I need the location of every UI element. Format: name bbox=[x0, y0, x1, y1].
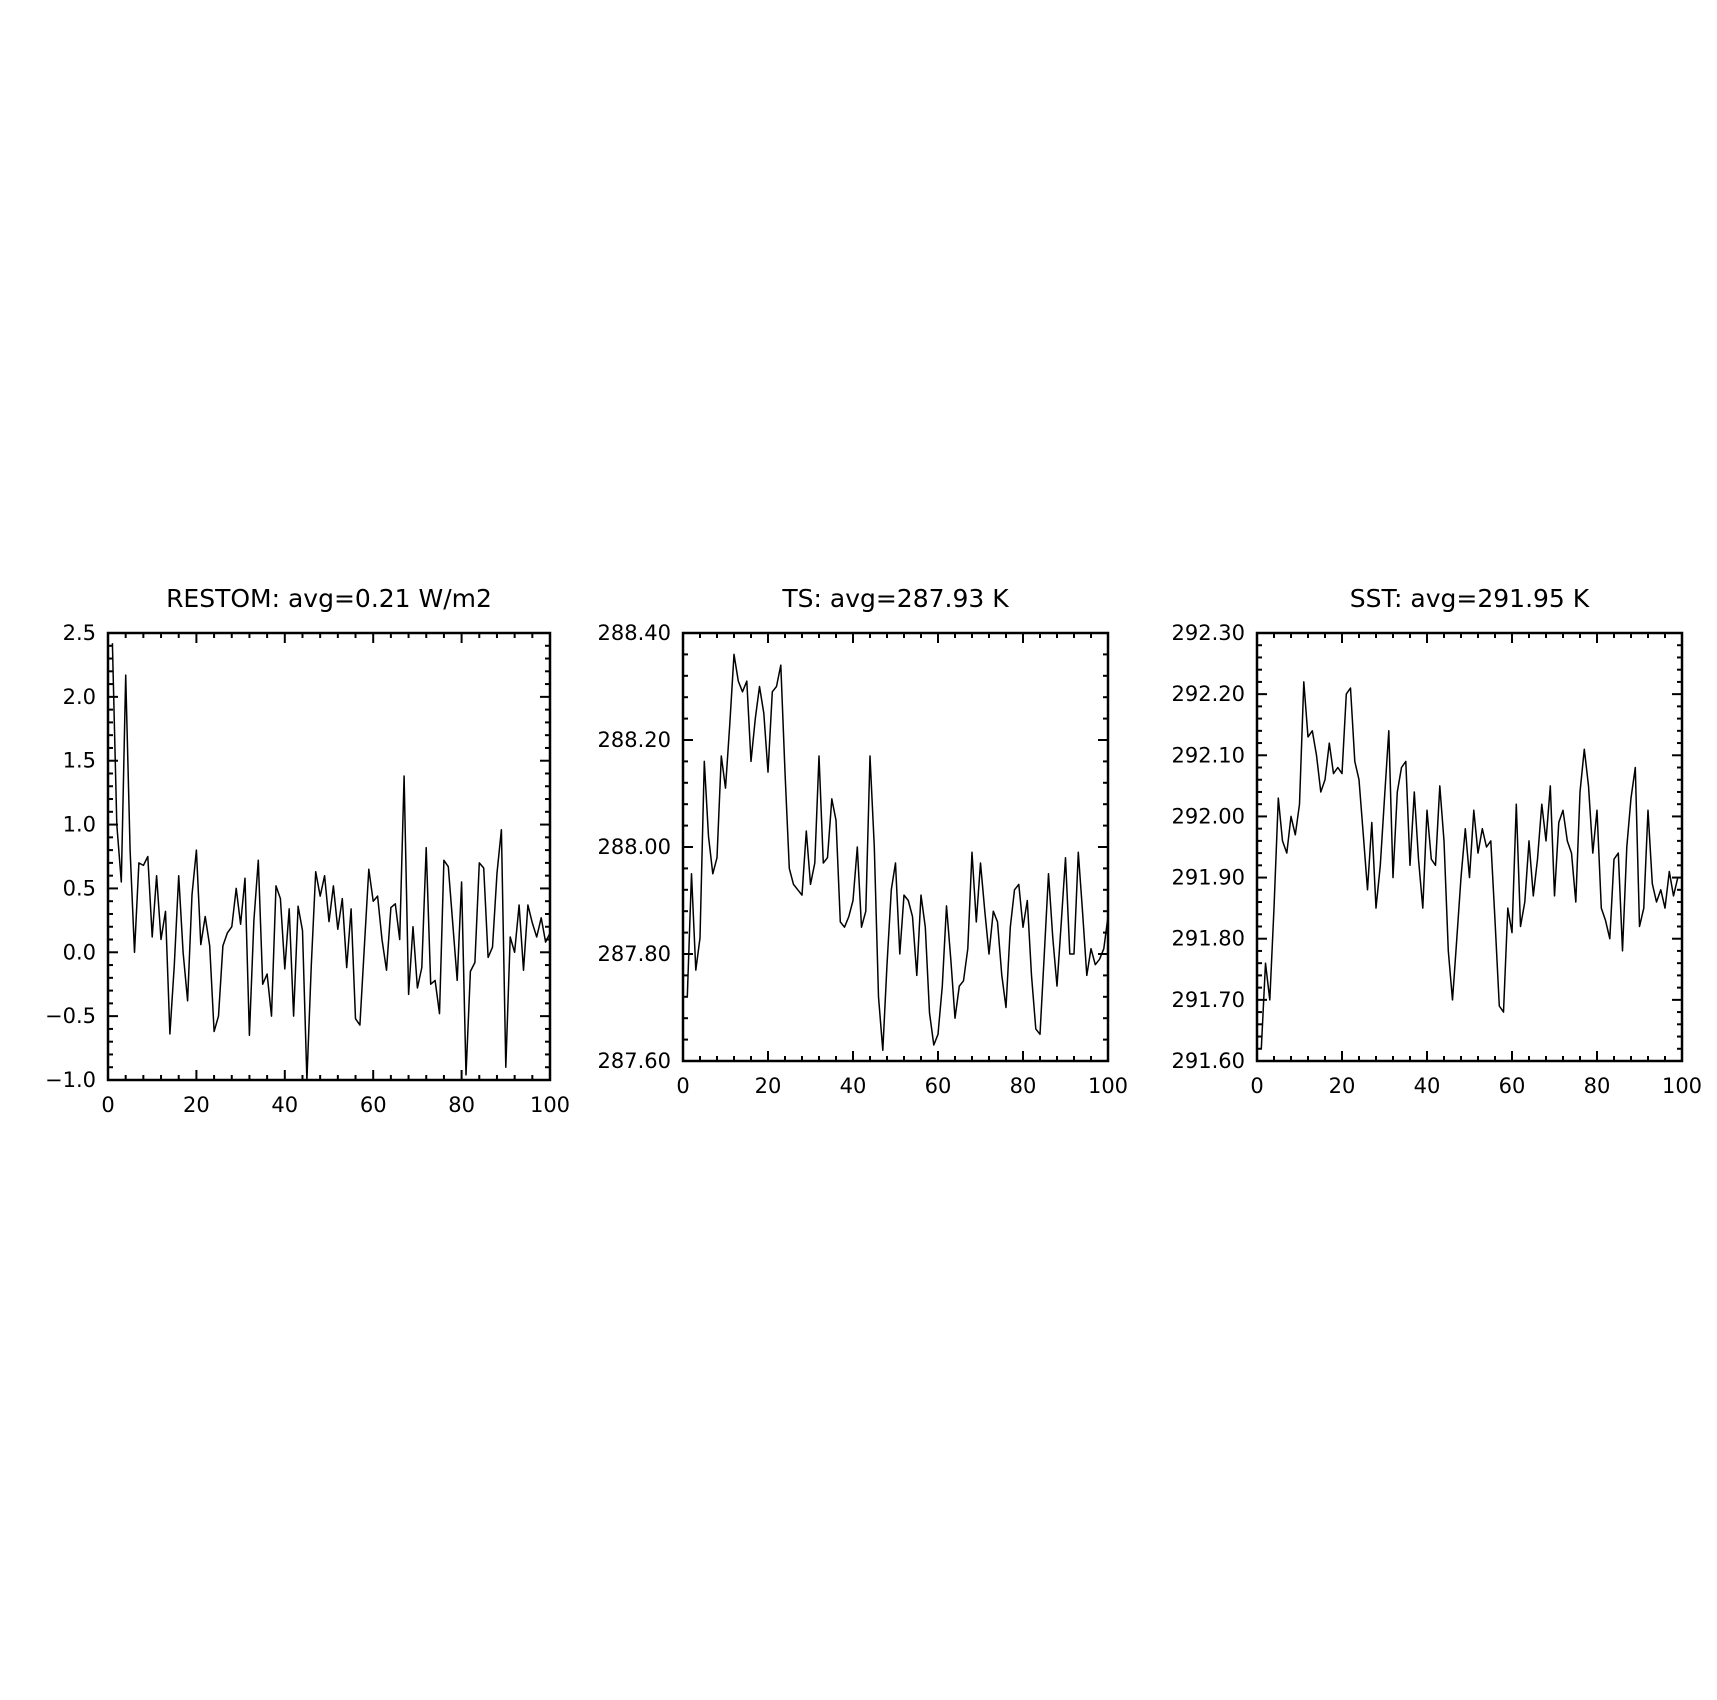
series-line-0 bbox=[1260, 681, 1682, 1049]
x-tick-label: 100 bbox=[1662, 1074, 1702, 1098]
x-tick-label: 80 bbox=[1584, 1074, 1611, 1098]
y-tick-label: 292.10 bbox=[1172, 743, 1245, 767]
y-tick-label: 291.80 bbox=[1172, 927, 1245, 951]
y-tick-label: 288.00 bbox=[598, 835, 671, 859]
plot-frame bbox=[106, 631, 552, 1082]
y-tick-label: 0.5 bbox=[63, 876, 96, 900]
x-tick-label: 40 bbox=[1414, 1074, 1441, 1098]
x-tick-label: 100 bbox=[530, 1093, 570, 1117]
chart-title: SST: avg=291.95 K bbox=[1350, 584, 1590, 613]
x-tick-label: 0 bbox=[676, 1074, 689, 1098]
y-tick-label: 287.60 bbox=[598, 1049, 671, 1073]
x-tick-label: 20 bbox=[183, 1093, 210, 1117]
chart-title: TS: avg=287.93 K bbox=[781, 584, 1009, 613]
y-tick-label: 288.40 bbox=[598, 621, 671, 645]
y-tick-label: 1.5 bbox=[63, 749, 96, 773]
series-line-0 bbox=[686, 653, 1109, 1052]
chart-panel-1: TS: avg=287.93 K 0 20 40 60 80 100 287.60 287.80… bbox=[598, 584, 1129, 1098]
x-tick-label: 60 bbox=[360, 1093, 387, 1117]
y-tick-label: −1.0 bbox=[45, 1068, 96, 1092]
y-tick-label: 292.30 bbox=[1172, 621, 1245, 645]
plot-frame bbox=[681, 631, 1110, 1063]
y-tick-label: 288.20 bbox=[598, 728, 671, 752]
x-tick-label: 100 bbox=[1088, 1074, 1128, 1098]
y-tick-label: 291.60 bbox=[1172, 1049, 1245, 1073]
x-tick-label: 40 bbox=[840, 1074, 867, 1098]
x-tick-label: 60 bbox=[1499, 1074, 1526, 1098]
x-tick-label: 80 bbox=[1010, 1074, 1037, 1098]
x-tick-label: 20 bbox=[1329, 1074, 1356, 1098]
y-tick-label: 292.00 bbox=[1172, 804, 1245, 828]
y-tick-label: 291.90 bbox=[1172, 866, 1245, 890]
chart-panel-2: SST: avg=291.95 K 0 20 40 60 80 100 291.60 291.7… bbox=[1172, 584, 1703, 1098]
plot-frame bbox=[1255, 631, 1684, 1063]
y-tick-label: 2.5 bbox=[63, 621, 96, 645]
y-tick-label: −0.5 bbox=[45, 1004, 96, 1028]
y-tick-label: 1.0 bbox=[63, 813, 96, 837]
x-tick-label: 60 bbox=[925, 1074, 952, 1098]
y-tick-label: 291.70 bbox=[1172, 988, 1245, 1012]
x-tick-label: 0 bbox=[101, 1093, 114, 1117]
y-tick-label: 0.0 bbox=[63, 940, 96, 964]
x-tick-label: 80 bbox=[448, 1093, 475, 1117]
chart-panel-0: RESTOM: avg=0.21 W/m2 0 20 40 60 80 100 −1.0 −0.… bbox=[45, 584, 570, 1117]
y-tick-label: 292.20 bbox=[1172, 682, 1245, 706]
y-tick-label: 287.80 bbox=[598, 942, 671, 966]
x-tick-label: 0 bbox=[1250, 1074, 1263, 1098]
y-tick-label: 2.0 bbox=[63, 685, 96, 709]
x-tick-label: 40 bbox=[271, 1093, 298, 1117]
series-line-0 bbox=[111, 643, 551, 1081]
chart-title: RESTOM: avg=0.21 W/m2 bbox=[166, 584, 492, 613]
x-tick-label: 20 bbox=[755, 1074, 782, 1098]
